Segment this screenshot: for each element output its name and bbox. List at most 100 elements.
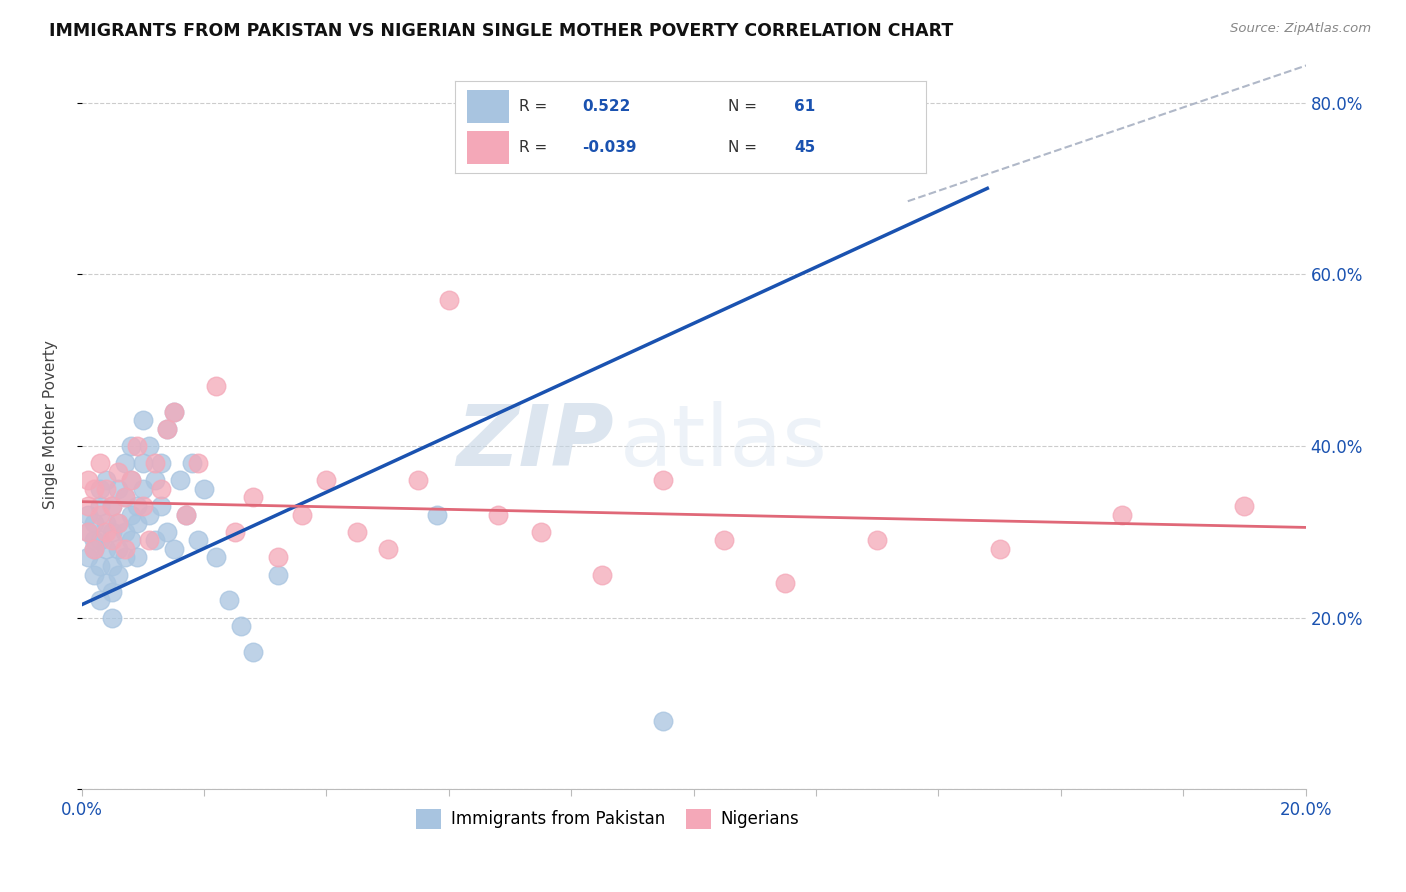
Point [83,533,105,548]
Point [205,550,228,565]
Point [486,508,509,522]
Point [96,576,118,591]
Point [242,645,264,659]
Text: atlas: atlas [620,401,828,484]
Point [96,524,118,539]
Point [150,482,173,496]
Point [775,576,797,591]
Point [426,508,449,522]
Point [120,533,142,548]
Y-axis label: Single Mother Poverty: Single Mother Poverty [44,340,58,508]
Point [1233,499,1256,513]
Point [713,533,735,548]
Point [96,541,118,556]
Point [162,541,184,556]
Point [174,508,197,522]
Point [229,619,252,633]
Point [101,559,124,574]
Point [76,473,98,487]
Point [107,516,129,530]
Point [866,533,889,548]
Point [101,524,124,539]
Point [114,491,136,505]
Point [266,567,288,582]
Point [89,533,111,548]
Point [83,516,105,530]
Point [138,508,160,522]
Point [291,508,314,522]
Point [89,456,111,470]
Point [96,516,118,530]
Point [89,508,111,522]
Point [132,499,155,513]
Point [437,293,460,307]
Point [101,584,124,599]
Point [150,499,173,513]
Point [107,482,129,496]
Point [125,499,148,513]
Text: IMMIGRANTS FROM PAKISTAN VS NIGERIAN SINGLE MOTHER POVERTY CORRELATION CHART: IMMIGRANTS FROM PAKISTAN VS NIGERIAN SIN… [49,22,953,40]
Point [125,516,148,530]
Point [193,482,215,496]
Point [266,550,288,565]
Point [156,524,179,539]
Point [180,456,202,470]
Point [114,541,136,556]
Point [83,541,105,556]
Point [120,473,142,487]
Point [114,491,136,505]
Point [218,593,240,607]
Point [120,439,142,453]
Point [96,482,118,496]
Point [132,456,155,470]
Point [107,516,129,530]
Point [76,524,98,539]
Point [156,422,179,436]
Point [143,456,166,470]
Point [156,422,179,436]
Point [83,541,105,556]
Point [114,550,136,565]
Point [125,550,148,565]
Point [406,473,429,487]
Point [89,559,111,574]
Point [89,499,111,513]
Point [652,473,675,487]
Point [187,456,209,470]
Point [101,499,124,513]
Point [120,473,142,487]
Point [652,714,675,728]
Point [530,524,553,539]
Point [101,610,124,624]
Point [101,499,124,513]
Point [76,499,98,513]
Point [346,524,368,539]
Point [114,524,136,539]
Point [315,473,337,487]
Text: ZIP: ZIP [457,401,614,484]
Point [107,541,129,556]
Point [377,541,399,556]
Point [83,482,105,496]
Point [89,593,111,607]
Point [76,524,98,539]
Point [83,567,105,582]
Point [76,508,98,522]
Point [120,508,142,522]
Point [132,482,155,496]
Point [150,456,173,470]
Point [169,473,191,487]
Point [138,533,160,548]
Legend: Immigrants from Pakistan, Nigerians: Immigrants from Pakistan, Nigerians [409,802,806,836]
Point [143,533,166,548]
Point [187,533,209,548]
Point [96,473,118,487]
Point [76,550,98,565]
Point [242,491,264,505]
Point [114,456,136,470]
Point [132,413,155,427]
Point [101,533,124,548]
Point [138,439,160,453]
Point [89,482,111,496]
Point [205,378,228,392]
